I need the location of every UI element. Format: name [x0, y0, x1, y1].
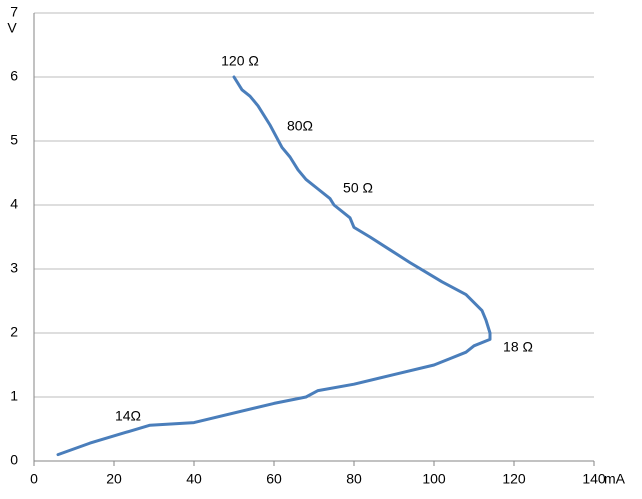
annotation: 120 Ω — [221, 53, 259, 69]
x-tick-label: 20 — [106, 471, 122, 487]
annotation: 18 Ω — [503, 339, 533, 355]
x-tick-label: 40 — [186, 471, 202, 487]
y-tick-label: 2 — [10, 324, 18, 340]
y-tick-label: 3 — [10, 260, 18, 276]
x-tick-label: 80 — [346, 471, 362, 487]
y-tick-label: 1 — [10, 388, 18, 404]
y-tick-label: 4 — [10, 196, 18, 212]
annotation: 80Ω — [287, 118, 313, 134]
y-axis-label: V — [7, 20, 17, 36]
x-tick-label: 0 — [30, 471, 38, 487]
annotation: 50 Ω — [343, 180, 373, 196]
data-line — [56, 75, 492, 457]
x-axis-label: mA — [604, 471, 626, 487]
x-tick-label: 140 — [582, 471, 606, 487]
y-tick-label: 5 — [10, 132, 18, 148]
y-tick-label: 6 — [10, 68, 18, 84]
x-tick-label: 60 — [266, 471, 282, 487]
y-tick-label: 0 — [10, 452, 18, 468]
x-tick-label: 120 — [502, 471, 526, 487]
y-tick-label: 7 — [10, 4, 18, 20]
annotation: 14Ω — [115, 408, 141, 424]
x-tick-label: 100 — [422, 471, 446, 487]
